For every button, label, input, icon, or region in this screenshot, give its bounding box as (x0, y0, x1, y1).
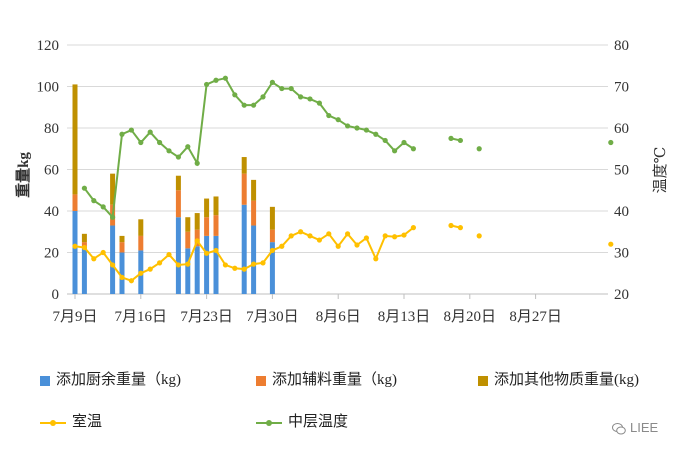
bar-segment (213, 215, 219, 236)
wechat-icon (612, 422, 626, 435)
y-right-tick-label: 20 (614, 287, 629, 303)
y-right-tick-label: 80 (614, 38, 629, 54)
x-tick-label: 7月9日 (52, 309, 97, 325)
bar-segment (241, 173, 247, 205)
series-point (608, 139, 614, 146)
line-group (72, 75, 614, 284)
axes (67, 293, 608, 299)
y-right-tick-label: 70 (614, 80, 629, 96)
bar-segment (269, 229, 275, 243)
y-left-tick-label: 100 (37, 80, 60, 96)
x-tick-label: 7月30日 (246, 309, 299, 325)
watermark: LIEE (612, 420, 658, 436)
bar-segment (110, 173, 116, 205)
bar-segment (175, 217, 181, 294)
bar-segment (194, 213, 200, 230)
bar-segment (119, 252, 125, 294)
bar-segment (204, 235, 210, 294)
bar-segment (185, 231, 191, 249)
bar-segment (110, 225, 116, 294)
y-right-tick-label: 50 (614, 163, 629, 179)
bar-segment (204, 217, 210, 236)
series-line (450, 224, 461, 229)
bar-segment (185, 248, 191, 294)
bar-segment (72, 194, 78, 211)
series-line (74, 226, 415, 282)
x-tick-label: 7月16日 (115, 309, 168, 325)
bar-segment (194, 246, 200, 294)
bar-segment (119, 235, 125, 243)
series-line (83, 77, 414, 220)
series-point (476, 233, 482, 239)
bar-segment (204, 198, 210, 218)
x-tick-label: 8月6日 (316, 309, 361, 325)
y-right-tick-label: 30 (614, 246, 629, 262)
bar-segment (269, 206, 275, 230)
x-tick-label: 8月20日 (444, 309, 497, 325)
bar-segment (138, 235, 144, 251)
watermark-text: LIEE (630, 420, 659, 435)
bar-segment (175, 175, 181, 191)
bar-group (72, 84, 275, 294)
bar-segment (251, 179, 257, 201)
y-left-tick-label: 40 (44, 204, 59, 220)
bar-segment (213, 196, 219, 216)
bar-segment (241, 157, 247, 174)
y-left-tick-label: 60 (44, 163, 59, 179)
gridlines (67, 44, 608, 253)
bar-segment (194, 229, 200, 247)
bar-segment (241, 204, 247, 294)
bar-segment (72, 84, 78, 195)
series-point (608, 241, 614, 247)
bar-segment (119, 242, 125, 253)
series-line (450, 137, 461, 142)
bar-segment (269, 242, 275, 294)
y-right-tick-label: 40 (614, 204, 629, 220)
y-axis-right-title: 温度℃ (652, 147, 669, 194)
y-right-tick-label: 60 (614, 121, 629, 137)
y-left-tick-label: 80 (44, 121, 59, 137)
bar-segment (251, 225, 257, 294)
bar-segment (251, 200, 257, 226)
y-axis-left-title: 重量kg (14, 152, 32, 198)
bar-segment (185, 217, 191, 232)
bar-segment (72, 211, 78, 294)
y-left-tick-label: 120 (37, 38, 60, 54)
x-tick-label: 7月23日 (180, 309, 233, 325)
bar-segment (138, 219, 144, 236)
x-tick-label: 8月13日 (378, 309, 431, 325)
y-left-tick-label: 20 (44, 246, 59, 262)
x-tick-label: 8月27日 (509, 309, 562, 325)
bar-segment (213, 235, 219, 294)
bar-segment (81, 248, 87, 294)
bar-segment (175, 190, 181, 218)
y-left-tick-label: 0 (52, 287, 60, 303)
bar-segment (81, 233, 87, 243)
tick-labels: 0 20 40 60 80 100 120 20 30 40 50 60 70 80 7月9日 7月16日 7月… (37, 38, 630, 325)
series-point (476, 146, 482, 152)
